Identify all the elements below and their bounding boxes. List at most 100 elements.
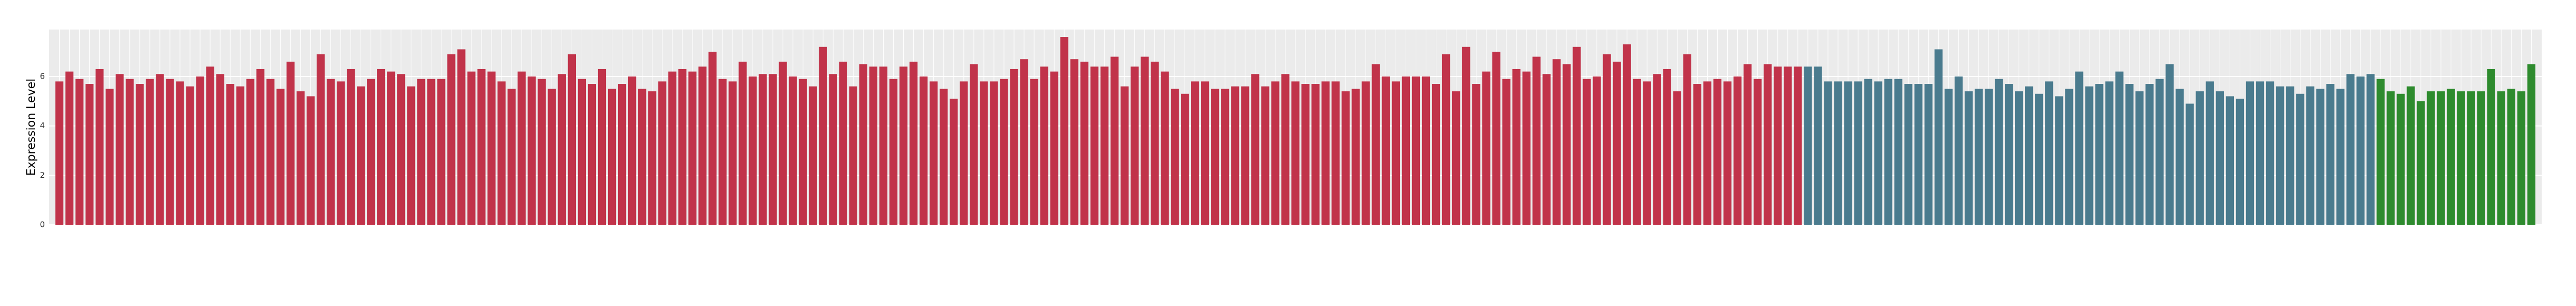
bar — [2276, 86, 2285, 225]
bar — [2366, 74, 2375, 225]
bar — [2045, 81, 2053, 225]
bar — [1754, 79, 1762, 225]
bar — [950, 99, 958, 225]
bar — [246, 79, 254, 225]
bar — [266, 79, 274, 225]
bar — [869, 66, 878, 225]
bar — [216, 74, 224, 225]
bar — [1080, 61, 1088, 225]
bar — [1794, 66, 1802, 225]
bar — [1954, 76, 1963, 225]
bar — [106, 89, 114, 225]
bar — [1090, 66, 1098, 225]
bar — [2447, 89, 2455, 225]
bar — [497, 81, 506, 225]
bar — [2437, 91, 2445, 225]
bar — [567, 54, 576, 225]
bar — [166, 79, 174, 225]
bar — [809, 86, 817, 225]
bar — [1593, 76, 1601, 225]
bar — [728, 81, 737, 225]
bar — [2055, 96, 2063, 225]
bar — [1201, 81, 1209, 225]
bar — [970, 64, 978, 225]
bar — [1211, 89, 1219, 225]
bar — [176, 81, 184, 225]
bar — [618, 84, 627, 225]
bar — [196, 76, 204, 225]
bar — [2296, 93, 2305, 225]
bar — [1040, 66, 1048, 225]
bar — [407, 86, 415, 225]
bar — [1613, 61, 1621, 225]
bar — [1623, 44, 1631, 225]
bar — [940, 89, 948, 225]
bar — [55, 81, 64, 225]
bar — [698, 66, 707, 225]
bar — [1291, 81, 1300, 225]
bar — [2467, 91, 2475, 225]
bar — [1351, 89, 1360, 225]
bar — [156, 74, 164, 225]
bar — [1663, 69, 1671, 225]
bar — [1050, 71, 1058, 225]
bar — [1251, 74, 1259, 225]
bar — [1673, 91, 1681, 225]
bar — [1472, 84, 1481, 225]
bar — [477, 69, 486, 225]
bar — [738, 61, 747, 225]
bar — [1311, 84, 1320, 225]
bar — [2397, 93, 2405, 225]
bar — [829, 74, 837, 225]
bar — [316, 54, 325, 225]
bar — [2256, 81, 2265, 225]
bar — [1462, 46, 1471, 225]
bar — [467, 71, 476, 225]
bar — [96, 69, 104, 225]
bar — [517, 71, 526, 225]
bar — [1070, 59, 1078, 225]
bar — [1000, 79, 1008, 225]
bar — [1512, 69, 1521, 225]
bar — [1010, 69, 1018, 225]
bar — [1492, 52, 1501, 225]
bar — [980, 81, 988, 225]
bar — [1784, 66, 1792, 225]
bar — [1221, 89, 1229, 225]
bar — [1844, 81, 1852, 225]
bar — [1542, 74, 1551, 225]
bar — [688, 71, 697, 225]
bar — [2035, 93, 2043, 225]
bar — [2346, 74, 2355, 225]
y-tick-label: 4 — [40, 121, 45, 130]
bar — [1894, 79, 1902, 225]
bar — [1814, 66, 1822, 225]
bar — [718, 79, 727, 225]
y-tick-label: 0 — [40, 220, 45, 230]
bar — [1562, 64, 1571, 225]
bar — [1120, 86, 1129, 225]
bar — [326, 79, 335, 225]
bar — [417, 79, 425, 225]
bar — [1874, 81, 1882, 225]
bar — [276, 89, 285, 225]
bar — [2487, 69, 2495, 225]
bar — [2306, 86, 2315, 225]
bar — [608, 89, 617, 225]
bar — [306, 96, 315, 225]
bar — [2376, 79, 2385, 225]
bar — [296, 91, 305, 225]
bar — [1633, 79, 1641, 225]
bar — [2417, 101, 2425, 225]
bar — [126, 79, 134, 225]
bar — [2497, 91, 2505, 225]
bar — [1583, 79, 1591, 225]
bar — [678, 69, 687, 225]
bar — [527, 76, 536, 225]
bar — [2105, 81, 2114, 225]
bar — [146, 79, 154, 225]
bar — [1914, 84, 1922, 225]
bar — [849, 86, 858, 225]
bar — [2246, 81, 2255, 225]
